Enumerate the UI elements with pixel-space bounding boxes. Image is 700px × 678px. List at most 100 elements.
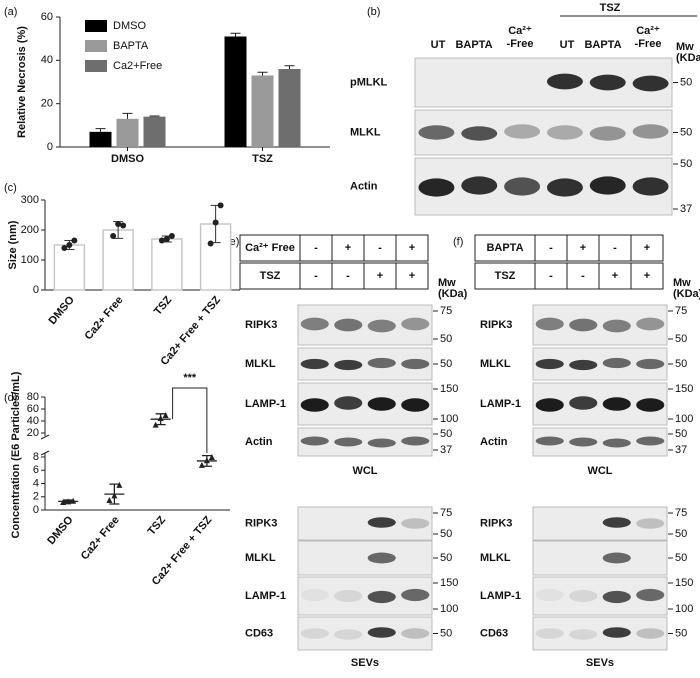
annotation: *** (183, 372, 197, 384)
condition-sign: - (314, 242, 318, 254)
condition-sign: + (409, 242, 415, 254)
band (401, 436, 430, 446)
data-point (157, 415, 164, 421)
y-tick-label: 40 (41, 54, 53, 66)
band (334, 396, 363, 410)
y-tick-label: 20 (27, 427, 39, 439)
data-point (168, 233, 175, 239)
section-title: SEVs (586, 657, 614, 669)
data-point (116, 481, 123, 488)
section-title: WCL (587, 465, 612, 477)
data-point (110, 233, 117, 239)
band (401, 518, 430, 529)
condition-sign: - (549, 270, 553, 282)
bar (251, 75, 274, 147)
band (546, 178, 583, 197)
mw-label: (KDa) (438, 288, 468, 300)
error-bar (149, 115, 160, 117)
y-tick-label: 300 (21, 194, 39, 206)
condition-sign: - (378, 242, 382, 254)
y-tick-label: 6 (33, 464, 39, 476)
data-point (60, 499, 67, 506)
condition-sign: + (644, 242, 650, 254)
panel-label: (c) (4, 182, 17, 194)
mw-label: Mw (676, 41, 694, 53)
mw-marker: 37 (440, 444, 452, 456)
band (367, 319, 396, 333)
y-tick-label: 100 (21, 254, 39, 266)
condition-label: TSZ (260, 270, 281, 282)
band (418, 125, 455, 140)
mw-marker: 100 (675, 413, 693, 425)
axis-break (40, 434, 50, 456)
panel-label: (a) (4, 6, 17, 18)
band (636, 398, 665, 412)
row-label: Actin (245, 436, 273, 448)
y-axis-label: Relative Necrosis (%) (16, 26, 28, 138)
legend-label: DMSO (113, 20, 146, 32)
mw-marker: 50 (440, 552, 452, 564)
mw-marker: 100 (440, 603, 458, 615)
y-tick-label: 60 (27, 403, 39, 415)
row-label: RIPK3 (480, 319, 512, 331)
data-point (198, 461, 205, 468)
data-point (208, 453, 215, 460)
condition-sign: - (346, 270, 350, 282)
legend-swatch (85, 60, 107, 72)
blot-strip (297, 540, 433, 576)
band (535, 398, 564, 412)
band (636, 518, 665, 529)
band (334, 437, 363, 447)
error-bar (284, 65, 295, 69)
x-tick-label: DMSO (111, 153, 144, 165)
mw-marker: 150 (440, 383, 458, 395)
column-label: -Free (635, 38, 662, 50)
y-tick-label: 80 (27, 391, 39, 403)
mw-marker: 50 (680, 158, 692, 170)
mw-marker: 150 (675, 577, 693, 589)
band (632, 75, 669, 92)
condition-sign: + (644, 270, 650, 282)
band (367, 552, 396, 564)
y-tick-label: 40 (27, 415, 39, 427)
mw-marker: 50 (675, 333, 687, 345)
y-tick-label: 0 (47, 141, 53, 153)
bar (143, 116, 166, 147)
band (334, 318, 363, 332)
mw-marker: 50 (675, 627, 687, 639)
band (636, 588, 665, 602)
row-label: RIPK3 (480, 517, 512, 529)
blot-strip (414, 109, 673, 156)
band (367, 397, 396, 411)
mw-marker: 50 (440, 428, 452, 440)
data-point (162, 412, 169, 418)
error-bar (122, 112, 133, 119)
band (367, 590, 396, 604)
row-label: MLKL (480, 358, 511, 370)
panel-label: (d) (4, 392, 17, 404)
y-tick-label: 200 (21, 224, 39, 236)
mw-marker: 50 (680, 76, 692, 88)
band (546, 125, 583, 140)
row-label: CD63 (480, 627, 508, 639)
band (300, 628, 329, 639)
bar (151, 238, 183, 291)
blot-strip (532, 540, 668, 576)
data-point (71, 237, 78, 244)
band (632, 124, 669, 139)
band (535, 588, 564, 602)
bar (116, 118, 139, 147)
axes (44, 397, 230, 511)
condition-label: BAPTA (486, 242, 523, 254)
column-label: BAPTA (455, 39, 492, 51)
mw-label: (KDa) (676, 52, 700, 64)
x-tick-label: TSZ (152, 294, 175, 318)
band (461, 126, 498, 141)
legend-swatch (85, 40, 107, 52)
column-label: UT (431, 39, 446, 51)
y-tick-label: 2 (33, 491, 39, 503)
data-point (115, 221, 122, 227)
y-tick-label: 20 (41, 98, 53, 110)
band (535, 317, 564, 331)
